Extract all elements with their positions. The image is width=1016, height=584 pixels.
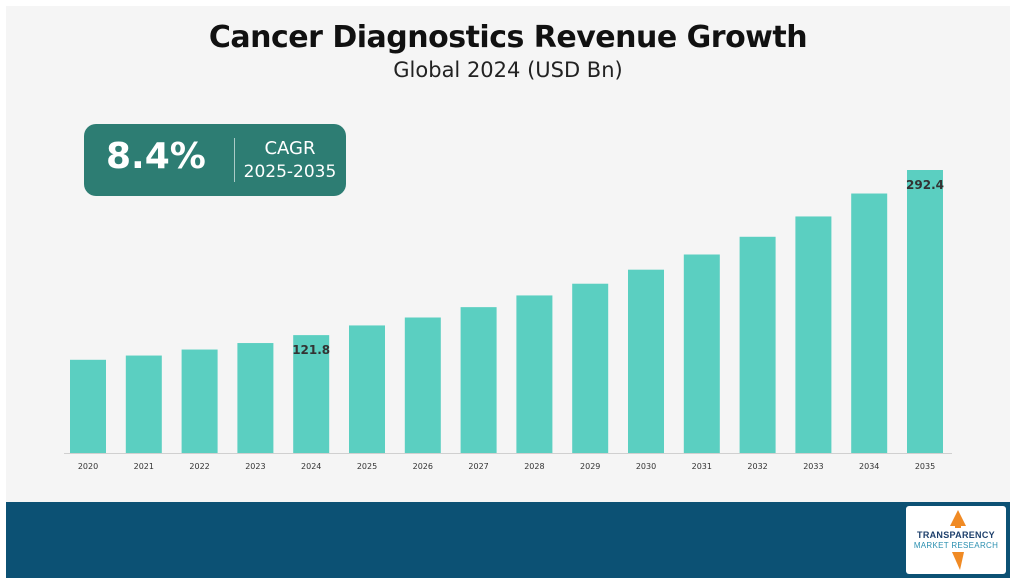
- x-tick-label-2029: 2029: [580, 462, 600, 471]
- bar-2021: [125, 355, 162, 453]
- x-tick-label-2032: 2032: [747, 462, 767, 471]
- bar-2022: [181, 349, 218, 453]
- bar-2031: [683, 254, 720, 453]
- x-tick-label-2028: 2028: [524, 462, 544, 471]
- bar-2024: [293, 335, 330, 453]
- x-tick-label-2027: 2027: [468, 462, 488, 471]
- cagr-value: 8.4%: [106, 136, 206, 177]
- x-tick-label-2026: 2026: [413, 462, 433, 471]
- x-tick-label-2034: 2034: [859, 462, 879, 471]
- logo-text-primary: TRANSPARENCY: [917, 530, 995, 540]
- x-tick-label-2023: 2023: [245, 462, 265, 471]
- bar-2030: [628, 269, 664, 453]
- bar-2033: [795, 216, 832, 453]
- chart-title: Cancer Diagnostics Revenue Growth: [208, 20, 808, 55]
- bar-2020: [70, 359, 106, 453]
- cagr-badge: 8.4% CAGR 2025-2035: [84, 124, 346, 196]
- bar-2032: [739, 236, 776, 453]
- data-label-2035: 292.4: [906, 178, 944, 192]
- bar-chart: 2020 2021 2022 2023 2024 2025 2026 2027 2028 2029…: [64, 170, 952, 471]
- logo-arrow-icon: [950, 510, 966, 570]
- bar-2035: [907, 170, 943, 453]
- chart-subtitle: Global 2024 (USD Bn): [393, 58, 623, 82]
- x-tick-label-2021: 2021: [134, 462, 154, 471]
- bar-2027: [460, 307, 497, 453]
- bar-2029: [572, 283, 609, 453]
- x-tick-label-2024: 2024: [301, 462, 321, 471]
- bar-2026: [404, 317, 441, 453]
- x-tick-label-2030: 2030: [636, 462, 656, 471]
- footer-band: [6, 502, 1010, 578]
- logo-text-secondary: MARKET RESEARCH: [913, 541, 999, 550]
- cagr-divider: [234, 138, 235, 182]
- bar-2034: [851, 193, 888, 454]
- chart-frame: Cancer Diagnostics Revenue Growth Global…: [6, 6, 1010, 578]
- cagr-period: 2025-2035: [243, 162, 337, 182]
- data-label-2024: 121.8: [292, 343, 330, 357]
- cagr-label: CAGR: [264, 138, 316, 159]
- company-logo: TRANSPARENCY MARKET RESEARCH: [906, 506, 1006, 574]
- x-tick-label-2033: 2033: [803, 462, 823, 471]
- bar-2025: [349, 325, 385, 453]
- x-tick-label-2022: 2022: [189, 462, 209, 471]
- x-tick-label-2025: 2025: [357, 462, 377, 471]
- bar-2028: [516, 295, 553, 453]
- x-tick-label-2031: 2031: [692, 462, 712, 471]
- x-tick-label-2020: 2020: [78, 462, 98, 471]
- bar-2023: [237, 343, 274, 453]
- x-tick-label-2035: 2035: [915, 462, 935, 471]
